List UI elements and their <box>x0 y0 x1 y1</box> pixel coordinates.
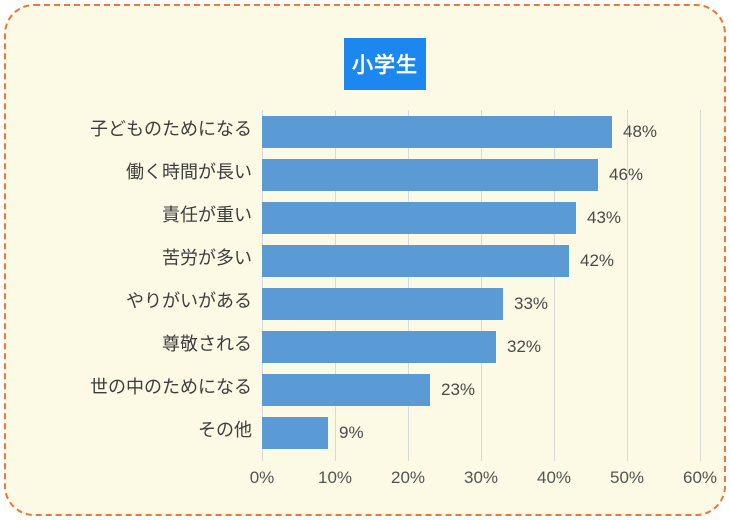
chart-title-badge: 小学生 <box>344 38 426 90</box>
bar <box>262 288 503 320</box>
bar <box>262 116 612 148</box>
x-tick-label: 30% <box>463 468 499 487</box>
category-label: 働く時間が長い <box>126 161 252 182</box>
bar <box>262 159 598 191</box>
bar-value-label: 32% <box>507 337 542 356</box>
x-tick-label: 60% <box>682 468 718 487</box>
category-label: 苦労が多い <box>162 247 252 268</box>
x-tick-label: 40% <box>536 468 572 487</box>
gridline <box>408 110 409 461</box>
category-label: 子どものためになる <box>90 118 252 139</box>
bar <box>262 374 430 406</box>
bar <box>262 245 569 277</box>
chart-title: 小学生 <box>352 54 418 77</box>
gridline <box>335 110 336 461</box>
x-tick-label: 20% <box>390 468 426 487</box>
plot-area: 48% 46% 43% 42% 33% 32% 23% 9% <box>262 110 701 461</box>
category-label: 責任が重い <box>162 204 252 225</box>
bar-value-label: 43% <box>587 208 622 227</box>
bar-value-label: 48% <box>623 122 658 141</box>
bar <box>262 331 496 363</box>
bar-value-label: 23% <box>441 380 476 399</box>
bar-value-label: 46% <box>609 165 644 184</box>
x-tick-label: 0% <box>249 468 275 487</box>
category-label: 尊敬される <box>162 333 252 354</box>
x-tick-label: 10% <box>317 468 353 487</box>
bar-value-label: 9% <box>339 423 364 442</box>
gridline <box>627 110 628 461</box>
gridline <box>262 110 263 461</box>
gridline <box>481 110 482 461</box>
category-label: やりがいがある <box>126 290 252 311</box>
gridline <box>554 110 555 461</box>
bar <box>262 417 328 449</box>
x-tick-label: 50% <box>609 468 645 487</box>
bar-value-label: 42% <box>580 251 615 270</box>
card-border: 小学生 48% 46% 43% 42% 33% 32% 23% 9% 子どものためになる働く時… <box>4 4 726 516</box>
category-label: その他 <box>198 419 252 440</box>
category-label: 世の中のためになる <box>90 376 252 397</box>
bar-value-label: 33% <box>514 294 549 313</box>
bar <box>262 202 576 234</box>
gridline <box>700 110 701 461</box>
